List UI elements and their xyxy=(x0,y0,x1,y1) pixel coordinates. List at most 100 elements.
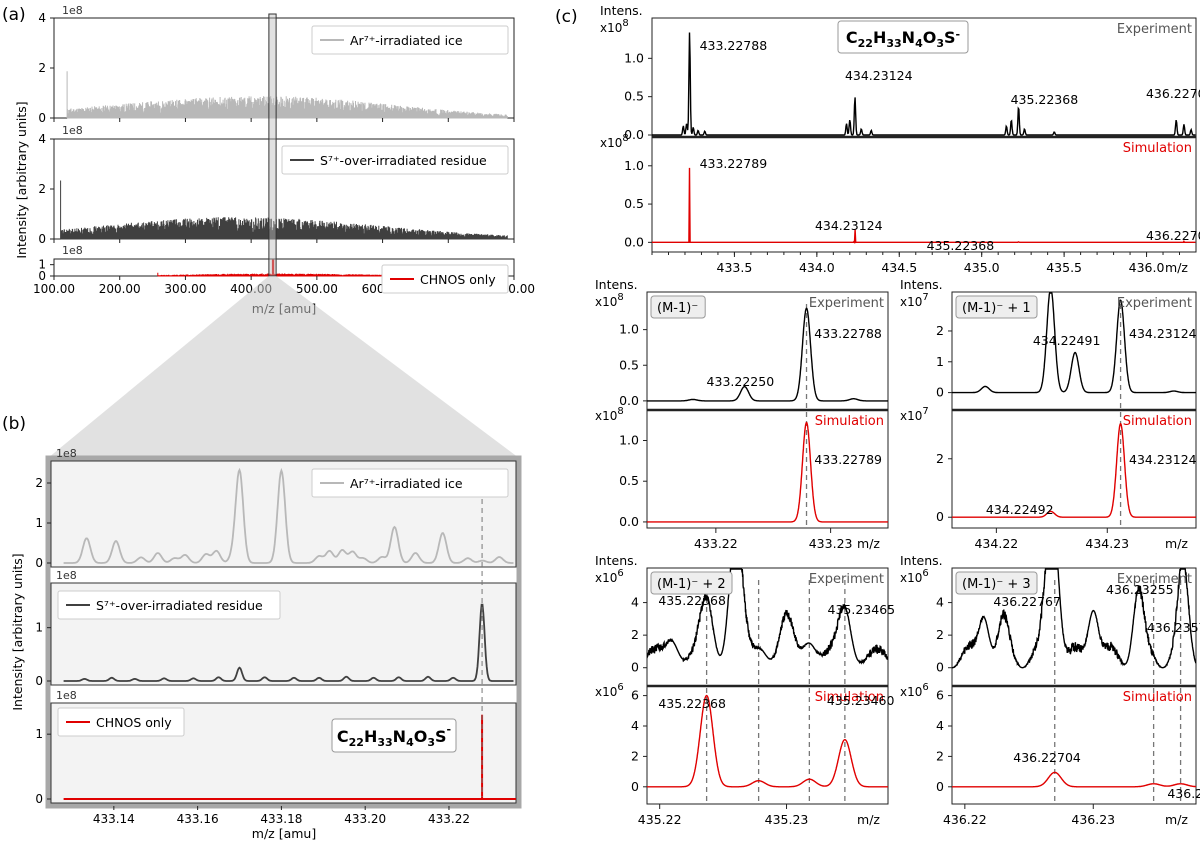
experiment-spectrum xyxy=(952,568,1196,669)
x-tick-label-c: 433.23 xyxy=(809,536,853,551)
formula-c: C22H33N4O3S- xyxy=(846,28,960,50)
simulation-title: Simulation xyxy=(1123,414,1192,429)
panel-a: 02402401100.00200.00300.00400.00500.0060… xyxy=(14,4,535,316)
y-tick-label-b1: 0 xyxy=(35,556,43,570)
y-tick-label-exp: 2 xyxy=(936,627,944,642)
panel-b-outer-frame xyxy=(45,455,522,809)
y-axis-label-a: Intensity [arbitrary units] xyxy=(14,101,29,258)
y-tick-label-exp: 0.0 xyxy=(619,393,639,408)
x-tick-label-a: 300.00 xyxy=(164,282,206,296)
exp-peak-label: 434.23124 xyxy=(845,68,913,83)
simulation-spectrum xyxy=(952,771,1196,788)
y-tick-label-sim: 2 xyxy=(936,451,944,466)
experiment-title: Experiment xyxy=(809,572,884,587)
y-tick-label-a1: 4 xyxy=(38,11,46,25)
badge-box xyxy=(955,295,1038,319)
x-tick-label-c: 436.23 xyxy=(1071,812,1115,827)
y-tick-label-sim: 0 xyxy=(631,779,639,794)
experiment-spectrum xyxy=(647,307,888,402)
scale-label-b1: 1e8 xyxy=(56,447,77,460)
scale-label-a1: 1e8 xyxy=(62,4,83,17)
intens-label: Intens. xyxy=(600,3,643,18)
x-tick-label-b: 433.18 xyxy=(260,812,302,826)
scale-label-exp: x106 xyxy=(595,568,624,585)
y-tick-label-exp: 0 xyxy=(631,660,639,675)
x-axis-label-c: m/z xyxy=(857,536,880,551)
x-tick-label-c: 435.22 xyxy=(638,812,682,827)
sim-peak-label: 436.23795 xyxy=(1167,786,1200,801)
y-tick-label-sim: 0.5 xyxy=(619,473,639,488)
x-tick-label-c: 434.0 xyxy=(799,260,835,275)
y-tick-label-a3: 0 xyxy=(38,269,46,283)
series-b1-spectrum xyxy=(63,467,514,564)
x-axis-label-c: m/z xyxy=(1165,260,1188,275)
simulation-title: Simulation xyxy=(815,414,884,429)
x-tick-label-c: 433.22 xyxy=(694,536,738,551)
exp-peak-label: 433.22788 xyxy=(700,38,768,53)
experiment-title: Experiment xyxy=(1117,22,1192,37)
panel-label-b: (b) xyxy=(2,414,26,434)
y-tick-label-sim: 4 xyxy=(936,718,944,733)
scale-label-a3: 1e8 xyxy=(62,244,83,257)
x-tick-label-b: 433.22 xyxy=(428,812,470,826)
legend-a3: CHNOS only xyxy=(381,264,509,294)
badge-label: (M-1)⁻ xyxy=(657,301,698,316)
x-tick-label-a: 500.00 xyxy=(296,282,338,296)
x-tick-label-c: 435.5 xyxy=(1046,260,1082,275)
y-tick-label-a2: 2 xyxy=(38,182,46,196)
y-tick-label-exp: 2 xyxy=(631,627,639,642)
x-axis-label-b: m/z [amu] xyxy=(252,826,316,841)
x-tick-label-b: 433.14 xyxy=(93,812,135,826)
series-b2-spectrum xyxy=(63,603,514,682)
y-tick-label-exp: 4 xyxy=(936,595,944,610)
y-tick-label-sim: 0.0 xyxy=(624,234,644,249)
intens-label: Intens. xyxy=(595,553,638,568)
sim-peak-label: 434.23124 xyxy=(815,218,883,233)
exp-peak-label: 435.22368 xyxy=(658,593,726,608)
exp-peak-label: 433.22250 xyxy=(707,374,775,389)
scale-label-sim: x107 xyxy=(900,406,929,423)
y-tick-label-b3: 0 xyxy=(35,792,43,806)
simulation-title: Simulation xyxy=(815,690,884,705)
simulation-spectrum xyxy=(952,422,1196,518)
sim-peak-label: 436.22704 xyxy=(1146,228,1200,243)
formula-box-c: C22H33N4O3S- xyxy=(837,20,969,54)
scale-label-b3: 1e8 xyxy=(56,689,77,702)
scale-label-exp: x108 xyxy=(595,292,624,309)
sim-peak-label: 433.22789 xyxy=(814,452,882,467)
legend-a3-label: CHNOS only xyxy=(420,272,496,287)
sim-peak-label: 436.22704 xyxy=(1013,750,1081,765)
x-tick-label-c: 435.23 xyxy=(765,812,809,827)
intens-label: Intens. xyxy=(900,553,943,568)
exp-peak-label: 436.23573 xyxy=(1147,620,1200,635)
y-tick-label-sim: 1.0 xyxy=(619,433,639,448)
y-tick-label-b1: 2 xyxy=(35,476,43,490)
sim-peak-label: 435.22368 xyxy=(658,696,726,711)
x-tick-label-a: 100.00 xyxy=(33,282,75,296)
exp-peak-label: 435.23465 xyxy=(828,602,896,617)
formula-box-b: C22H33N4O3S- xyxy=(331,718,457,753)
y-tick-label-sim: 0.5 xyxy=(624,196,644,211)
y-tick-label-sim: 0 xyxy=(936,779,944,794)
badge-box xyxy=(650,295,706,319)
panel-b-axes: 0 1 2 0 1 0 1 433.14 433.16 433.18 433.20 433.22 xyxy=(35,476,470,826)
y-tick-label-exp: 0.0 xyxy=(624,127,644,142)
y-tick-label-sim: 6 xyxy=(631,688,639,703)
x-axis-label-c: m/z xyxy=(1165,812,1188,827)
y-tick-label-b2: 0 xyxy=(35,674,43,688)
sim-peak-label: 435.23460 xyxy=(827,693,895,708)
panel-label-c: (c) xyxy=(555,7,578,27)
exp-peak-label: 436.22703 xyxy=(1146,86,1200,101)
y-tick-label-a2: 4 xyxy=(38,132,46,146)
badge-label: (M-1)⁻ + 1 xyxy=(962,301,1031,316)
legend-a1-label: Ar⁷⁺-irradiated ice xyxy=(350,33,463,48)
exp-peak-label: 435.22368 xyxy=(1011,92,1079,107)
y-tick-label-exp: 1.0 xyxy=(619,322,639,337)
simulation-title: Simulation xyxy=(1123,141,1192,156)
scale-label-exp: x107 xyxy=(900,292,929,309)
